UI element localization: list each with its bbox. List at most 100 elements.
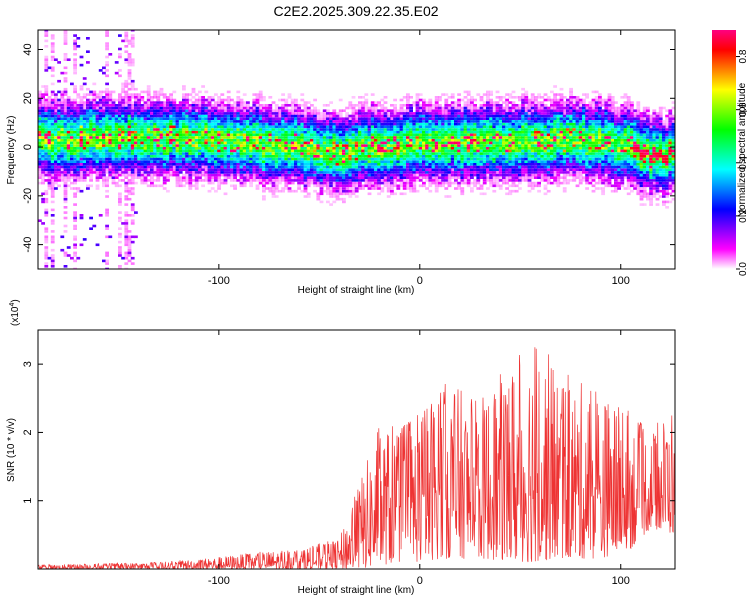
heatmap-cell bbox=[390, 168, 394, 171]
heatmap-cell bbox=[207, 133, 212, 137]
heatmap-cell bbox=[377, 160, 381, 163]
heatmap-cell bbox=[41, 152, 45, 155]
heatmap-cell bbox=[374, 114, 378, 118]
heatmap-cell bbox=[338, 141, 343, 145]
heatmap-cell bbox=[214, 136, 218, 139]
heatmap-cell bbox=[153, 90, 157, 94]
heatmap-cell bbox=[156, 160, 161, 163]
heatmap-cell bbox=[361, 122, 365, 126]
heatmap-cell bbox=[118, 254, 122, 257]
heatmap-cell bbox=[41, 114, 45, 118]
heatmap-cell bbox=[86, 187, 90, 190]
heatmap-cell bbox=[351, 122, 356, 126]
heatmap-cell bbox=[217, 120, 221, 123]
heatmap-cell bbox=[210, 120, 215, 123]
heatmap-cell bbox=[319, 168, 324, 171]
heatmap-cell bbox=[50, 176, 55, 179]
heatmap-cell bbox=[105, 106, 109, 110]
heatmap-cell bbox=[172, 130, 177, 134]
heatmap-cell bbox=[454, 112, 458, 115]
heatmap-cell bbox=[127, 157, 132, 161]
heatmap-cell bbox=[463, 181, 468, 185]
heatmap-cell bbox=[345, 149, 349, 153]
heatmap-cell bbox=[175, 109, 180, 112]
heatmap-cell bbox=[82, 157, 87, 161]
heatmap-cell bbox=[198, 179, 202, 182]
heatmap-cell bbox=[188, 112, 193, 115]
heatmap-cell bbox=[380, 173, 385, 177]
heatmap-cell bbox=[345, 176, 349, 179]
heatmap-cell bbox=[342, 187, 346, 190]
heatmap-cell bbox=[162, 136, 167, 139]
heatmap-cell bbox=[60, 130, 65, 134]
heatmap-cell bbox=[463, 144, 468, 147]
heatmap-cell bbox=[438, 157, 442, 161]
heatmap-cell bbox=[444, 104, 449, 107]
heatmap-cell bbox=[258, 144, 263, 147]
heatmap-cell bbox=[223, 136, 228, 139]
heatmap-cell bbox=[230, 146, 234, 150]
heatmap-cell bbox=[50, 122, 55, 126]
heatmap-cell bbox=[399, 179, 404, 182]
heatmap-cell bbox=[303, 165, 308, 169]
heatmap-cell bbox=[159, 106, 164, 110]
heatmap-cell bbox=[60, 141, 65, 145]
heatmap-cell bbox=[415, 173, 420, 177]
heatmap-cell bbox=[127, 71, 132, 75]
heatmap-cell bbox=[41, 109, 45, 112]
heatmap-cell bbox=[406, 133, 410, 137]
heatmap-cell bbox=[265, 144, 269, 147]
heatmap-cell bbox=[332, 163, 337, 166]
heatmap-cell bbox=[86, 114, 90, 118]
heatmap-cell bbox=[146, 136, 151, 139]
heatmap-cell bbox=[226, 168, 231, 171]
heatmap-cell bbox=[294, 168, 298, 171]
heatmap-cell bbox=[210, 136, 215, 139]
heatmap-cell bbox=[50, 189, 55, 193]
heatmap-cell bbox=[38, 104, 42, 107]
heatmap-cell bbox=[252, 155, 257, 158]
heatmap-cell bbox=[86, 101, 90, 104]
heatmap-cell bbox=[316, 130, 321, 134]
heatmap-cell bbox=[284, 104, 289, 107]
heatmap-cell bbox=[425, 179, 429, 182]
heatmap-cell bbox=[137, 117, 141, 120]
heatmap-cell bbox=[175, 171, 180, 174]
heatmap-cell bbox=[166, 104, 170, 107]
heatmap-cell bbox=[66, 130, 71, 134]
heatmap-cell bbox=[143, 117, 148, 120]
heatmap-cell bbox=[377, 152, 381, 155]
heatmap-cell bbox=[326, 130, 330, 134]
heatmap-cell bbox=[415, 176, 420, 179]
heatmap-cell bbox=[265, 130, 269, 134]
heatmap-cell bbox=[422, 141, 426, 145]
heatmap-cell bbox=[422, 104, 426, 107]
heatmap-cell bbox=[223, 141, 228, 145]
heatmap-cell bbox=[284, 133, 289, 137]
heatmap-cell bbox=[82, 163, 87, 166]
heatmap-cell bbox=[124, 93, 129, 96]
heatmap-cell bbox=[54, 163, 58, 166]
heatmap-cell bbox=[386, 184, 391, 188]
heatmap-cell bbox=[102, 144, 106, 147]
heatmap-cell bbox=[294, 152, 298, 155]
heatmap-cell bbox=[233, 101, 237, 104]
heatmap-cell bbox=[201, 98, 205, 102]
heatmap-cell bbox=[415, 130, 420, 134]
heatmap-cell bbox=[252, 112, 257, 115]
heatmap-cell bbox=[44, 144, 49, 147]
heatmap-cell bbox=[124, 50, 129, 53]
heatmap-cell bbox=[383, 163, 388, 166]
heatmap-cell bbox=[246, 152, 250, 155]
heatmap-cell bbox=[268, 149, 273, 153]
heatmap-cell bbox=[479, 184, 484, 188]
heatmap-cell bbox=[226, 138, 231, 142]
heatmap-cell bbox=[214, 146, 218, 150]
heatmap-cell bbox=[466, 136, 471, 139]
heatmap-cell bbox=[66, 125, 71, 129]
heatmap-cell bbox=[300, 98, 305, 102]
heatmap-cell bbox=[108, 138, 113, 142]
heatmap-cell bbox=[338, 152, 343, 155]
heatmap-cell bbox=[473, 165, 477, 169]
heatmap-cell bbox=[108, 160, 113, 163]
